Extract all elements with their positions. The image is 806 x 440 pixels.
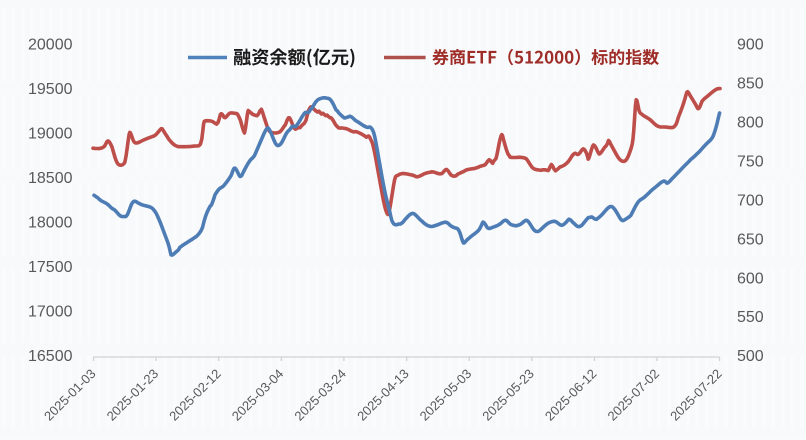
svg-text:18500: 18500: [28, 170, 73, 187]
svg-text:18000: 18000: [28, 215, 73, 232]
svg-text:16500: 16500: [28, 348, 73, 365]
svg-text:550: 550: [737, 309, 764, 326]
svg-text:17000: 17000: [28, 304, 73, 321]
svg-text:20000: 20000: [28, 37, 73, 54]
svg-text:17500: 17500: [28, 259, 73, 276]
svg-text:800: 800: [737, 114, 764, 131]
svg-text:750: 750: [737, 153, 764, 170]
svg-text:850: 850: [737, 76, 764, 93]
svg-text:700: 700: [737, 192, 764, 209]
svg-text:19500: 19500: [28, 81, 73, 98]
svg-text:500: 500: [737, 348, 764, 365]
svg-text:19000: 19000: [28, 126, 73, 143]
svg-text:600: 600: [737, 270, 764, 287]
svg-text:900: 900: [737, 37, 764, 54]
svg-text:650: 650: [737, 231, 764, 248]
